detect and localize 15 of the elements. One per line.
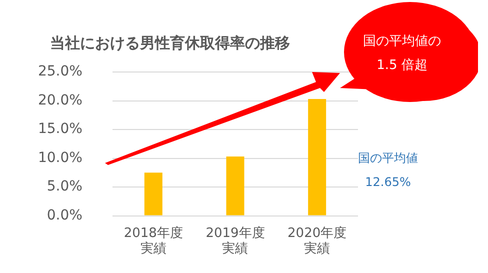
y-tick-label: 25.0% — [38, 64, 82, 80]
bar — [144, 172, 162, 216]
y-tick-label: 15.0% — [38, 121, 82, 138]
x-tick-label: 2020年度実績 — [288, 224, 347, 257]
text: 国の平均値の 1.5 倍超 — [362, 33, 442, 75]
bar — [308, 99, 326, 216]
y-tick-label: 20.0% — [38, 92, 82, 108]
y-tick-label: 10.0% — [38, 150, 82, 166]
y-tick-label: 5.0% — [46, 178, 82, 195]
x-tick-label: 2019年度実績 — [206, 224, 265, 257]
x-tick-label: 2018年度実績 — [124, 224, 183, 257]
y-tick-label: 0.0% — [46, 207, 82, 224]
annotation: 国の平均値 12.65% — [358, 150, 418, 191]
bar — [226, 156, 244, 216]
chart-title: 当社における男性育休取得率の推移 — [50, 34, 290, 53]
